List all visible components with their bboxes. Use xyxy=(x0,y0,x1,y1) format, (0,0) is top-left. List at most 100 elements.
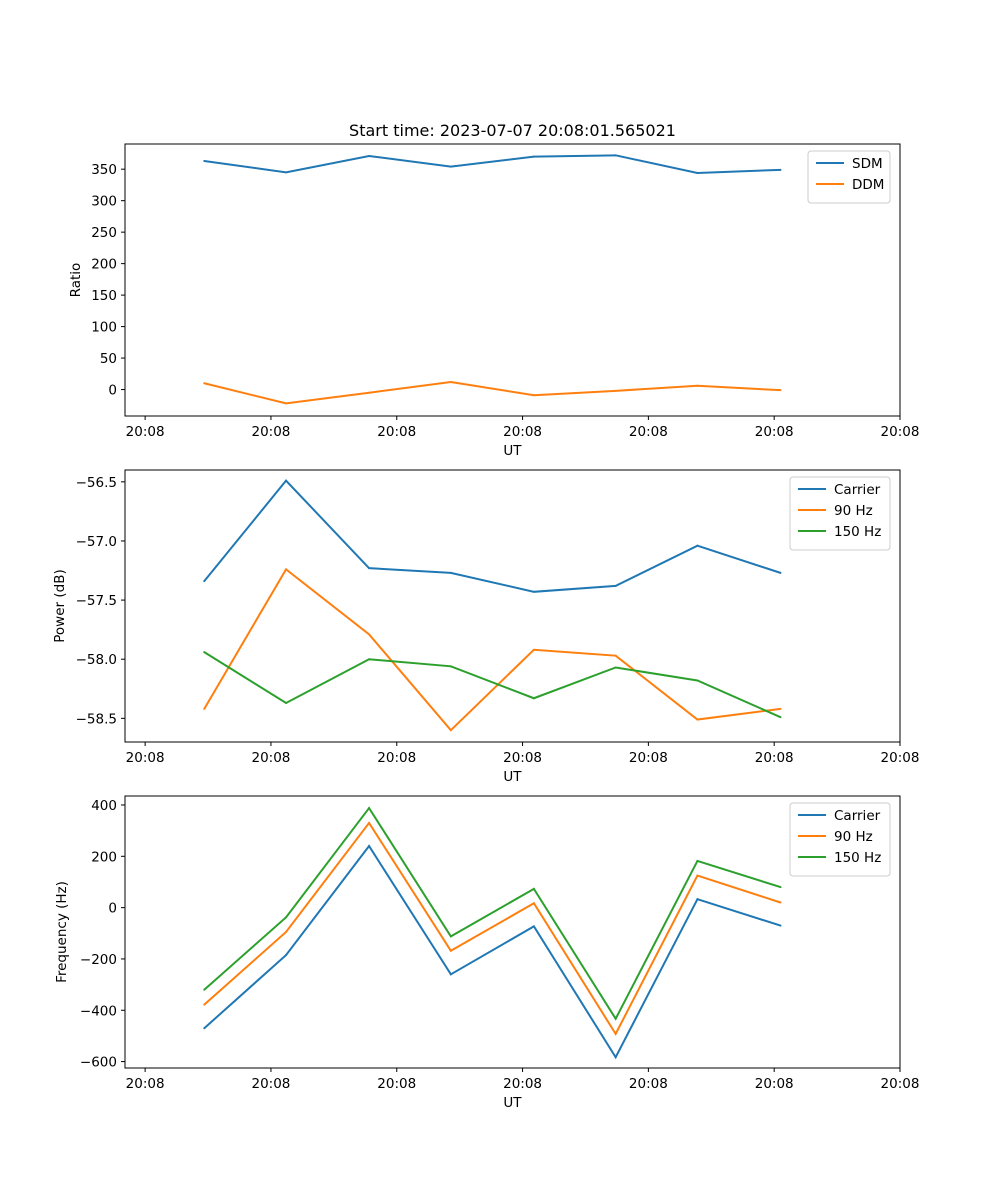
frequency-y-tick-label: −600 xyxy=(80,1055,117,1071)
power-data-point-90-hz xyxy=(614,654,617,657)
frequency-data-point-150-hz xyxy=(203,988,206,991)
ratio-y-tick-label: 200 xyxy=(91,257,117,273)
ratio-data-point-sdm xyxy=(203,160,206,162)
frequency-y-tick-label: 200 xyxy=(91,849,117,865)
power-x-tick-label: 20:08 xyxy=(126,750,165,766)
power-data-point-90-hz xyxy=(449,729,452,732)
frequency-panel: 20:08 20:08 20:08 20:08 20:08 20:08 20:08 UT −60… xyxy=(54,795,920,1111)
ratio-legend-label-ddm: DDM xyxy=(852,177,884,193)
frequency-x-axis-label: UT xyxy=(503,1095,522,1111)
power-y-tick-label: −56.5 xyxy=(76,475,117,491)
power-legend-label-150-hz: 150 Hz xyxy=(834,524,881,540)
frequency-y-tick-label: −400 xyxy=(80,1003,117,1019)
frequency-y-tick-label: 0 xyxy=(108,901,117,917)
frequency-data-point-150-hz xyxy=(614,1017,617,1020)
power-data-point-carrier xyxy=(532,590,535,593)
frequency-x-tick-label: 20:08 xyxy=(377,1076,416,1092)
power-x-tick-label: 20:08 xyxy=(881,750,920,766)
frequency-y-tick-label: 400 xyxy=(91,798,117,814)
ratio-data-point-ddm xyxy=(449,381,452,383)
frequency-data-point-90-hz xyxy=(614,1032,617,1035)
power-data-point-carrier xyxy=(779,571,782,574)
ratio-data-point-sdm xyxy=(368,154,371,157)
ratio-data-point-ddm xyxy=(203,382,206,385)
ratio-data-point-ddm xyxy=(532,394,535,397)
ratio-x-tick-label: 20:08 xyxy=(755,424,794,440)
frequency-y-tick-label: −200 xyxy=(80,952,117,968)
frequency-data-point-carrier xyxy=(779,924,782,927)
frequency-x-tick-label: 20:08 xyxy=(629,1076,668,1092)
power-legend-label-carrier: Carrier xyxy=(834,482,881,498)
power-data-point-150-hz xyxy=(696,679,699,682)
frequency-data-point-carrier xyxy=(449,973,452,976)
frequency-data-point-90-hz xyxy=(368,821,371,824)
power-x-tick-label: 20:08 xyxy=(377,750,416,766)
frequency-data-point-150-hz xyxy=(779,886,782,889)
frequency-data-point-150-hz xyxy=(449,935,452,938)
ratio-panel: 20:08 20:08 20:08 20:08 20:08 20:08 20:08 UT 0 50… xyxy=(68,143,919,459)
frequency-data-point-150-hz xyxy=(696,859,699,862)
ratio-series-line-ddm xyxy=(204,380,781,405)
ratio-y-tick-label: 300 xyxy=(91,194,117,210)
ratio-x-tick-label: 20:08 xyxy=(377,424,416,440)
ratio-data-point-ddm xyxy=(285,402,288,405)
power-data-point-carrier xyxy=(696,544,699,547)
ratio-series-line-sdm xyxy=(204,154,781,174)
ratio-y-tick-label: 250 xyxy=(91,225,117,241)
frequency-axes-frame xyxy=(124,795,901,1069)
power-x-tick-label: 20:08 xyxy=(251,750,290,766)
power-data-point-150-hz xyxy=(368,658,371,661)
ratio-y-tick-label: 350 xyxy=(91,162,117,178)
power-x-tick-label: 20:08 xyxy=(503,750,542,766)
ratio-x-tick-label: 20:08 xyxy=(251,424,290,440)
ratio-data-point-sdm xyxy=(449,165,452,168)
frequency-data-point-carrier xyxy=(532,925,535,928)
ratio-data-point-sdm xyxy=(696,171,699,174)
ratio-y-tick-label: 50 xyxy=(100,351,117,367)
power-data-point-carrier xyxy=(449,571,452,574)
frequency-legend-label-carrier: Carrier xyxy=(834,808,881,824)
power-y-tick-label: −58.0 xyxy=(76,652,117,668)
frequency-x-tick-label: 20:08 xyxy=(755,1076,794,1092)
ratio-axes-frame xyxy=(124,143,901,417)
frequency-data-point-150-hz xyxy=(368,807,371,810)
frequency-data-point-90-hz xyxy=(203,1003,206,1006)
power-x-axis-label: UT xyxy=(503,769,522,785)
frequency-data-point-150-hz xyxy=(285,916,288,919)
frequency-x-tick-label: 20:08 xyxy=(881,1076,920,1092)
ratio-x-tick-label: 20:08 xyxy=(629,424,668,440)
frequency-series-line-150-hz xyxy=(203,806,781,1021)
frequency-series-line-carrier xyxy=(203,844,781,1060)
frequency-data-point-90-hz xyxy=(285,931,288,933)
power-y-tick-label: −57.0 xyxy=(76,534,117,550)
power-series-line-carrier xyxy=(203,479,781,593)
power-data-point-150-hz xyxy=(532,697,535,700)
frequency-x-tick-label: 20:08 xyxy=(503,1076,542,1092)
power-series-line-150-hz xyxy=(203,651,781,719)
ratio-data-point-sdm xyxy=(285,171,288,174)
ratio-x-tick-label: 20:08 xyxy=(503,424,542,440)
power-data-point-90-hz xyxy=(203,707,206,710)
power-y-tick-label: −57.5 xyxy=(76,593,117,609)
power-y-tick-label: −58.5 xyxy=(76,711,117,727)
ratio-data-point-ddm xyxy=(614,389,617,392)
power-series-line-90-hz xyxy=(203,567,781,732)
frequency-data-point-90-hz xyxy=(532,902,535,905)
power-data-point-150-hz xyxy=(203,651,206,654)
power-axes-frame xyxy=(124,469,901,743)
frequency-data-point-carrier xyxy=(614,1056,617,1059)
power-y-axis-label: Power (dB) xyxy=(52,569,68,642)
frequency-data-point-90-hz xyxy=(449,949,452,952)
power-data-point-carrier xyxy=(285,479,288,482)
power-legend-label-90-hz: 90 Hz xyxy=(834,503,873,519)
ratio-data-point-sdm xyxy=(614,154,617,157)
ratio-data-point-ddm xyxy=(779,389,782,392)
ratio-data-point-ddm xyxy=(696,384,699,387)
figure-title: Start time: 2023-07-07 20:08:01.565021 xyxy=(349,121,676,140)
frequency-data-point-carrier xyxy=(285,954,288,957)
power-data-point-90-hz xyxy=(532,648,535,651)
ratio-legend-label-sdm: SDM xyxy=(852,156,883,172)
ratio-data-point-sdm xyxy=(779,168,782,171)
frequency-data-point-90-hz xyxy=(779,901,782,904)
